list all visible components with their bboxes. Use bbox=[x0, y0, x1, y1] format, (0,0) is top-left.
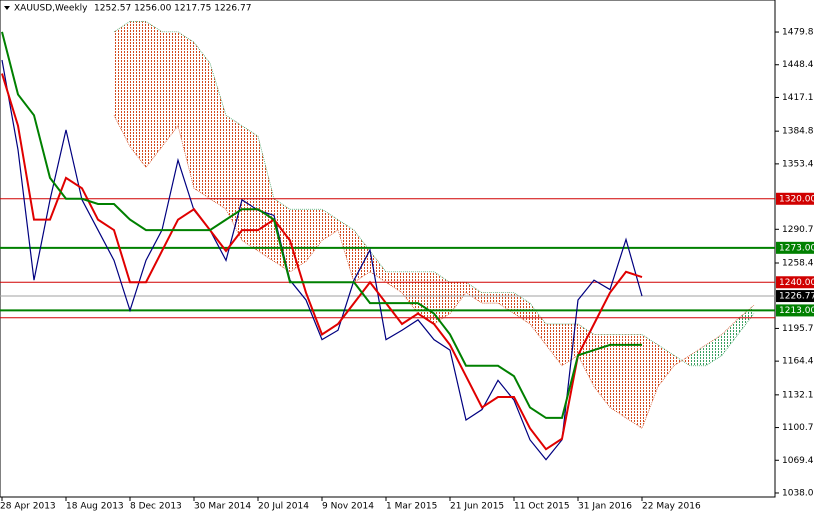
series-line bbox=[1, 59, 643, 461]
x-tick-label: 28 Apr 2013 bbox=[0, 502, 56, 512]
level-label-bg bbox=[776, 276, 814, 289]
cloud-segment bbox=[226, 115, 242, 241]
cloud-segment bbox=[466, 282, 482, 304]
chart-title: XAUUSD,Weekly bbox=[14, 4, 88, 14]
cloud-segment bbox=[450, 282, 466, 314]
cloud-segment bbox=[210, 63, 226, 210]
cloud-segment bbox=[706, 334, 722, 366]
cloud-segment bbox=[146, 21, 162, 168]
cloud-segment bbox=[578, 323, 594, 387]
y-tick-label: 1417.10 bbox=[782, 93, 814, 103]
chart-subtitle: 1252.57 1256.00 1217.75 1226.77 bbox=[94, 4, 251, 14]
y-tick-label: 1258.45 bbox=[782, 259, 814, 269]
y-tick-label: 1353.45 bbox=[782, 159, 814, 169]
cloud-segment bbox=[642, 334, 658, 429]
x-tick-label: 1 Mar 2015 bbox=[386, 502, 437, 512]
level-label: 1320.00 bbox=[779, 194, 814, 204]
x-tick-label: 11 Oct 2015 bbox=[514, 502, 570, 512]
cloud-edge bbox=[113, 21, 755, 367]
x-tick-label: 30 Mar 2014 bbox=[194, 502, 251, 512]
menu-icon bbox=[4, 6, 10, 10]
x-tick-label: 9 Nov 2014 bbox=[322, 502, 374, 512]
cloud-segment bbox=[722, 318, 738, 356]
x-tick-label: 18 Aug 2013 bbox=[66, 502, 124, 512]
cloud-segment bbox=[338, 219, 354, 283]
level-label: 1213.00 bbox=[779, 306, 814, 316]
y-tick-label: 1100.75 bbox=[782, 423, 814, 433]
cloud-segment bbox=[530, 303, 546, 345]
cloud-segment bbox=[354, 230, 370, 283]
y-tick-label: 1164.40 bbox=[782, 357, 814, 367]
cloud-segment bbox=[738, 305, 754, 335]
cloud-segment bbox=[658, 344, 674, 387]
level-label-bg bbox=[776, 290, 814, 303]
cloud-segment bbox=[626, 334, 642, 429]
cloud-segment bbox=[610, 334, 626, 418]
cloud-segment bbox=[594, 334, 610, 408]
level-label: 1240.00 bbox=[779, 278, 814, 288]
cloud-segment bbox=[322, 209, 338, 241]
cloud-edge bbox=[113, 115, 755, 429]
cloud-segment bbox=[482, 292, 498, 304]
level-label-bg bbox=[776, 304, 814, 317]
series-line bbox=[1, 73, 643, 451]
level-label-bg bbox=[776, 241, 814, 254]
cloud-segment bbox=[130, 21, 146, 168]
series-line bbox=[1, 31, 642, 419]
cloud-segment bbox=[690, 344, 706, 366]
y-tick-label: 1038.05 bbox=[782, 488, 814, 498]
y-tick-label: 1132.10 bbox=[782, 390, 814, 400]
y-tick-label: 1479.80 bbox=[782, 28, 814, 38]
level-label: 1226.77 bbox=[779, 292, 814, 302]
y-tick-label: 1069.40 bbox=[782, 456, 814, 466]
x-tick-label: 20 Jul 2014 bbox=[258, 502, 309, 512]
level-label: 1273.00 bbox=[779, 243, 814, 253]
level-label-bg bbox=[776, 192, 814, 205]
cloud-segment bbox=[514, 292, 530, 324]
cloud-segment bbox=[178, 31, 194, 189]
cloud-segment bbox=[114, 21, 130, 147]
y-tick-label: 1195.75 bbox=[782, 324, 814, 334]
cloud-segment bbox=[290, 209, 306, 272]
cloud-segment bbox=[242, 125, 258, 251]
x-tick-label: 22 May 2016 bbox=[642, 502, 701, 512]
cloud-segment bbox=[274, 198, 290, 272]
y-tick-label: 1384.80 bbox=[782, 127, 814, 137]
cloud-segment bbox=[498, 292, 514, 314]
cloud-segment bbox=[546, 323, 562, 366]
cloud-segment bbox=[194, 42, 210, 199]
y-tick-label: 1290.75 bbox=[782, 225, 814, 235]
x-tick-label: 21 Jun 2015 bbox=[450, 502, 504, 512]
layer bbox=[0, 21, 775, 461]
cloud-segment bbox=[162, 31, 178, 147]
x-tick-label: 31 Jan 2016 bbox=[578, 502, 632, 512]
x-tick-label: 8 Dec 2013 bbox=[130, 502, 182, 512]
y-tick-label: 1448.45 bbox=[782, 60, 814, 70]
